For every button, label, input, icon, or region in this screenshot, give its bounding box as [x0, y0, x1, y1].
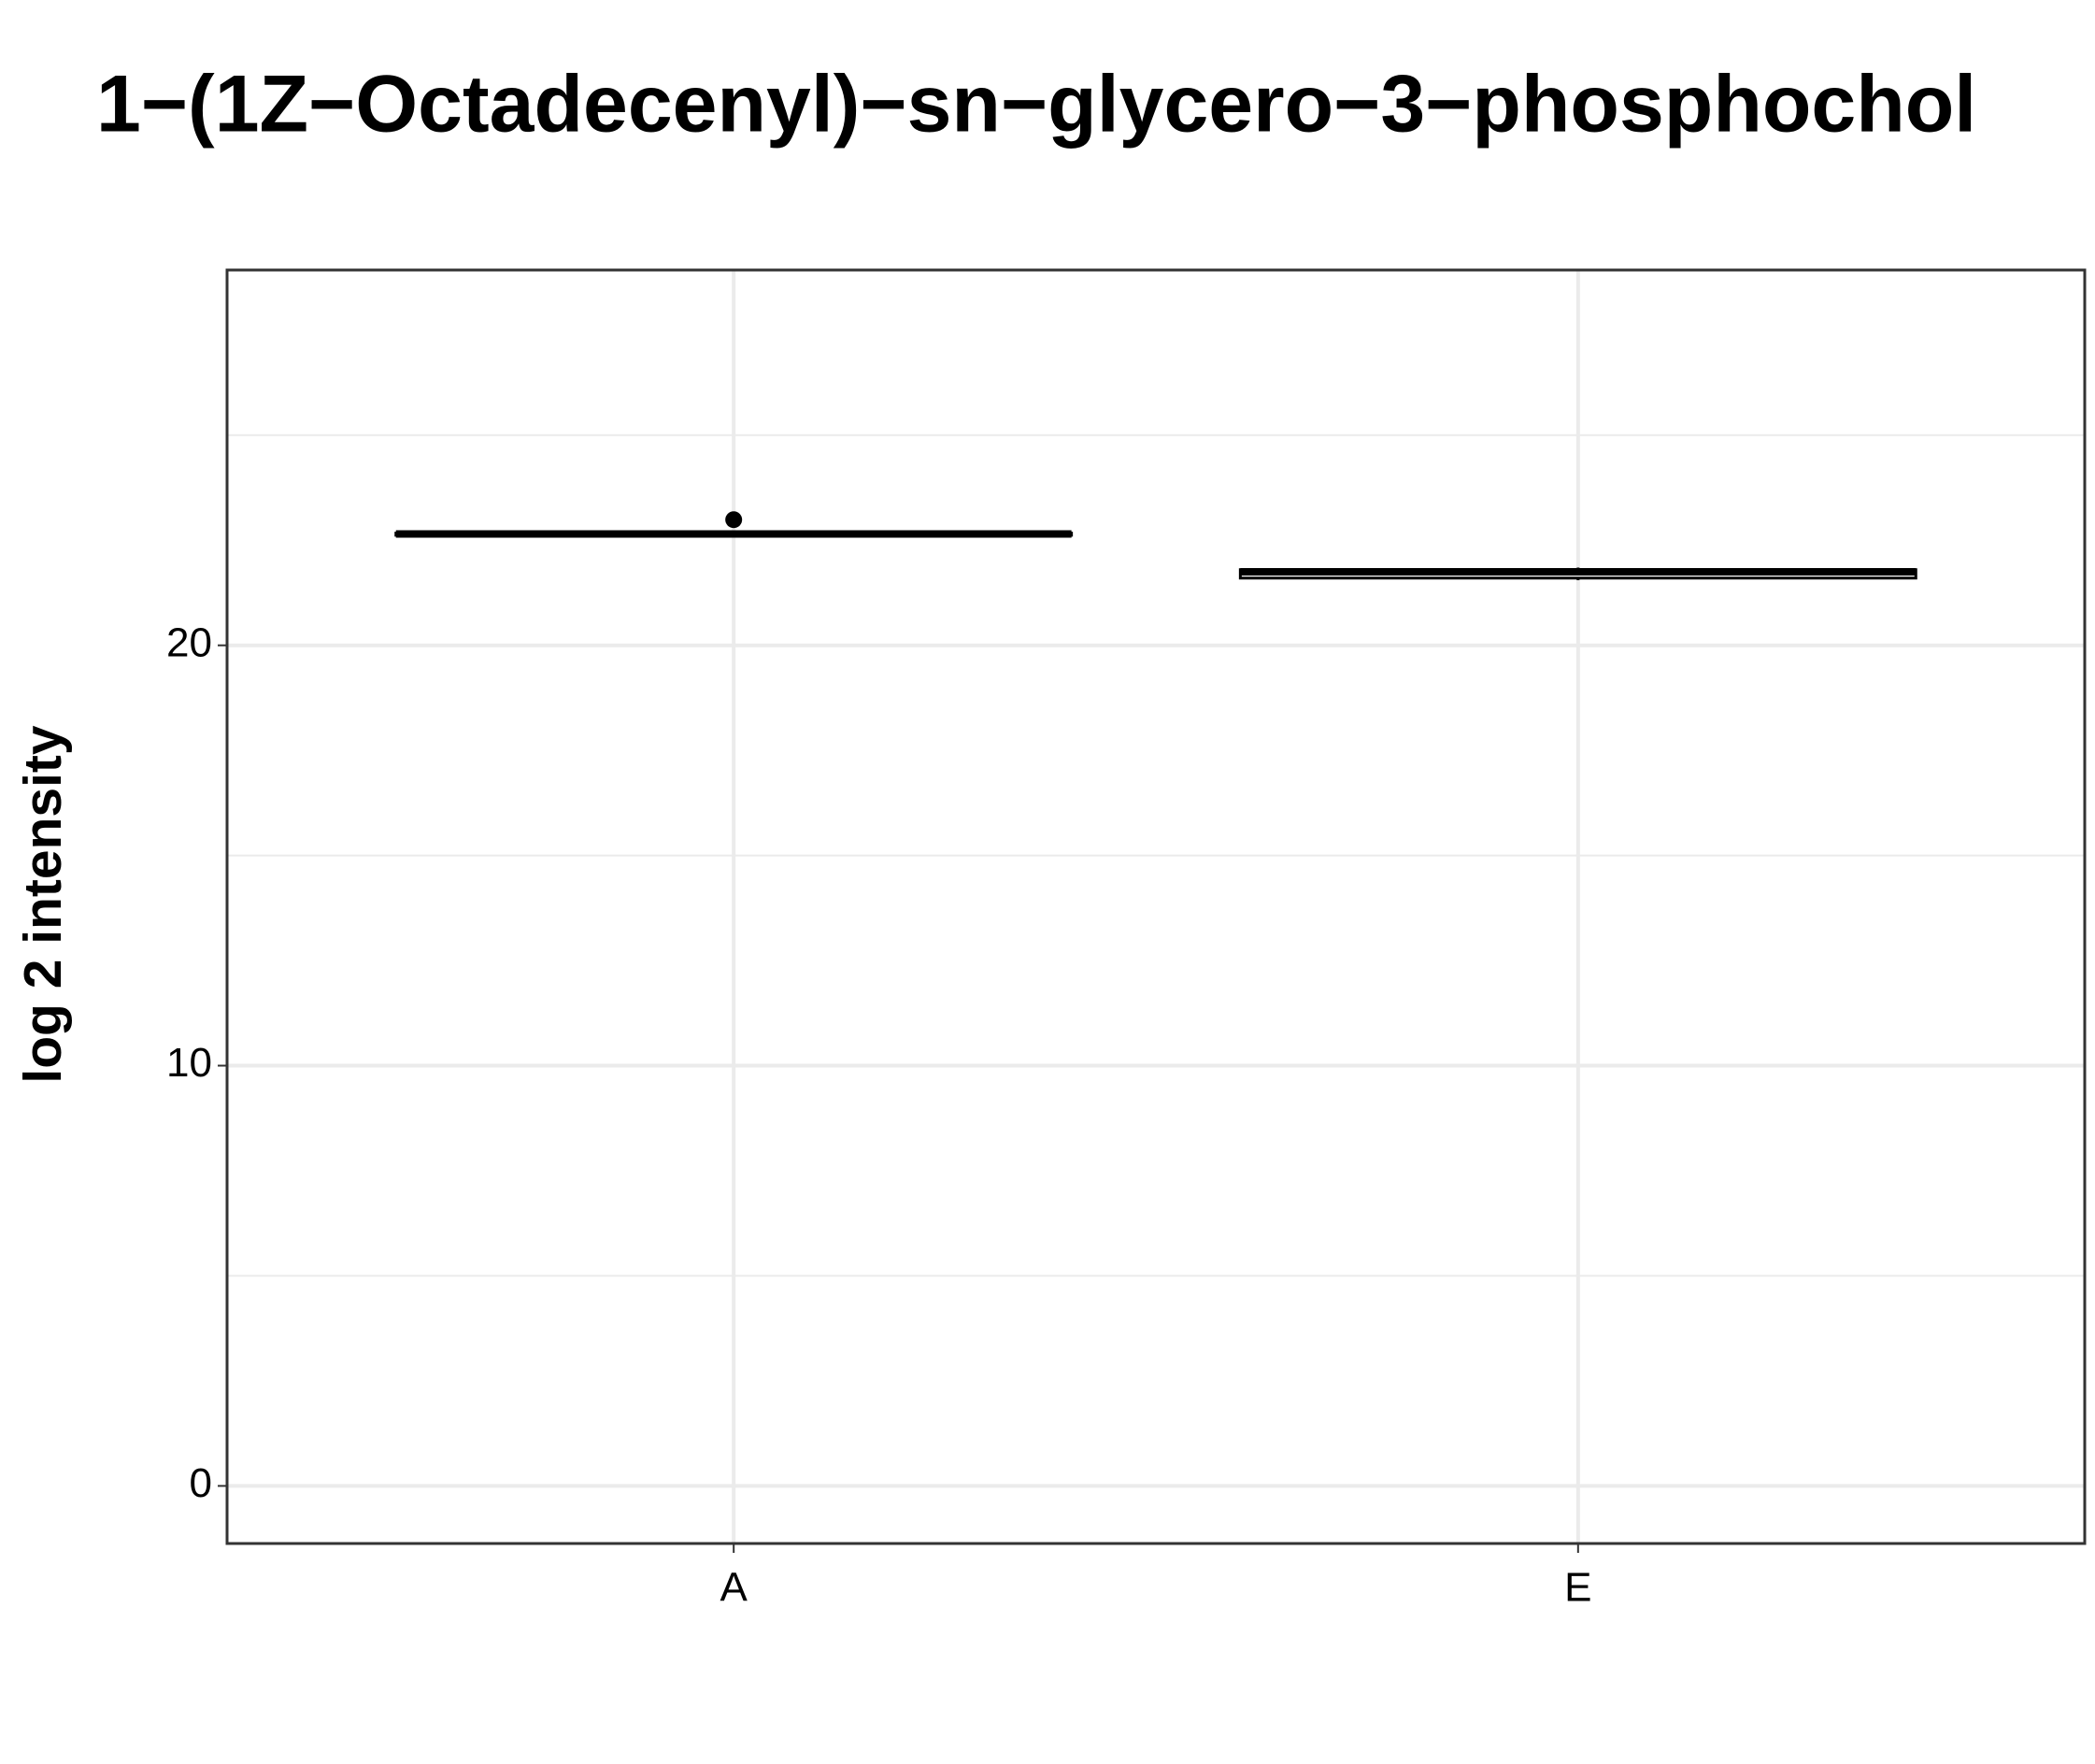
y-axis-title: log 2 intensity [13, 725, 73, 1084]
outlier [725, 511, 743, 529]
y-tick-label: 10 [166, 1040, 212, 1086]
y-tick-label: 20 [166, 619, 212, 665]
x-tick-label: E [1564, 1565, 1591, 1611]
x-tick-label: A [720, 1565, 748, 1611]
chart-title: 1−(1Z−Octadecenyl)−sn−glycero−3−phosphoc… [96, 60, 1976, 149]
y-tick-label: 0 [190, 1460, 212, 1506]
plot-border [225, 268, 2087, 1545]
